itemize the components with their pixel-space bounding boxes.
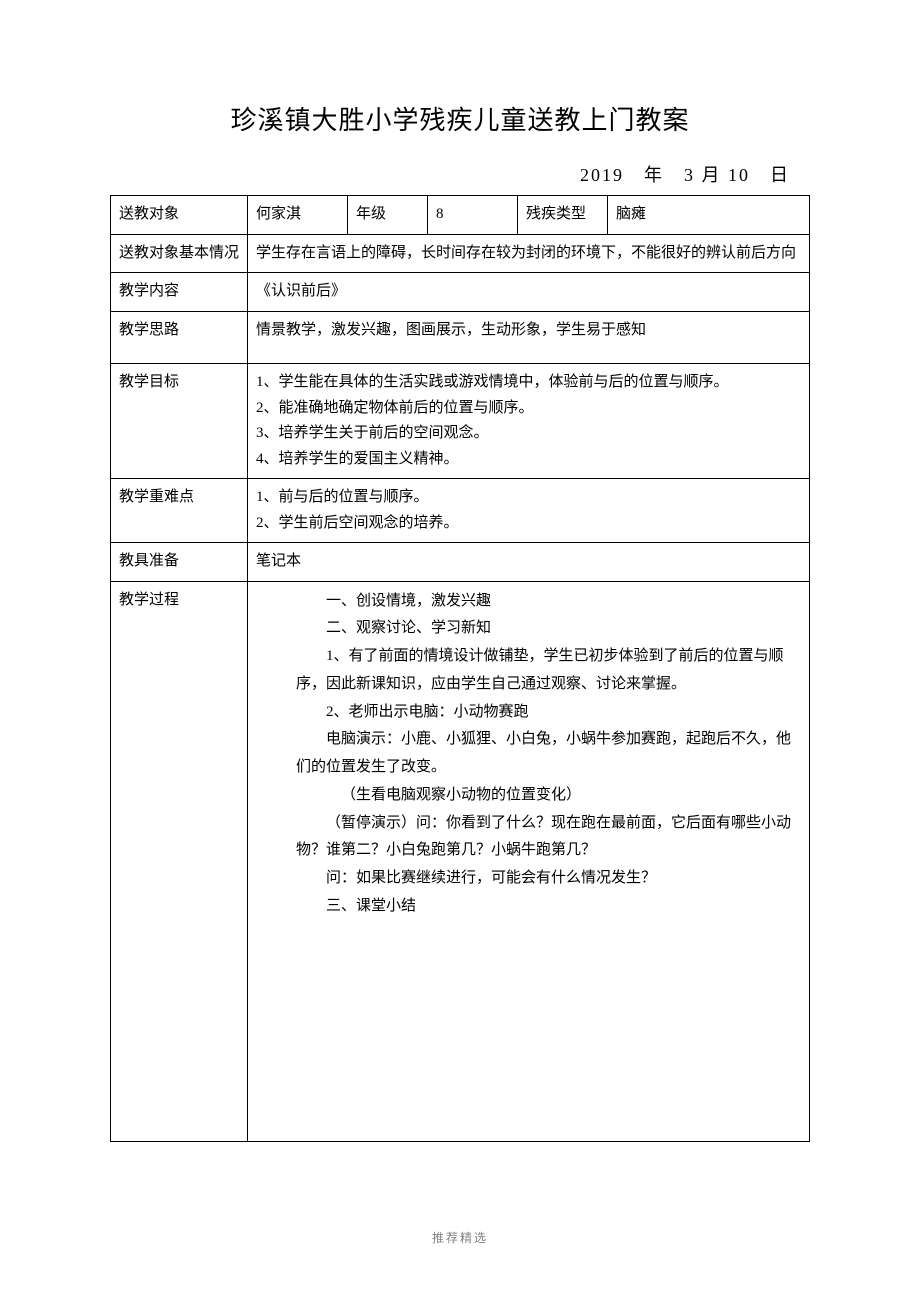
label-goal: 教学目标 — [111, 364, 248, 479]
process-line-5: 电脑演示：小鹿、小狐狸、小白兔，小蜗牛参加赛跑，起跑后不久，他们的位置发生了改变… — [296, 726, 801, 782]
process-line-4: 2、老师出示电脑：小动物赛跑 — [296, 699, 801, 727]
value-disability-type: 脑瘫 — [608, 196, 810, 235]
process-line-2: 二、观察讨论、学习新知 — [296, 615, 801, 643]
process-line-1: 一、创设情境，激发兴趣 — [296, 588, 801, 616]
value-basic-info: 学生存在言语上的障碍，长时间存在较为封闭的环境下，不能很好的辨认前后方向 — [248, 234, 810, 273]
goal-line-3: 3、培养学生关于前后的空间观念。 — [256, 421, 801, 447]
row-tools: 教具准备 笔记本 — [111, 543, 810, 582]
row-process: 教学过程 一、创设情境，激发兴趣 二、观察讨论、学习新知 1、有了前面的情境设计… — [111, 581, 810, 1141]
value-process: 一、创设情境，激发兴趣 二、观察讨论、学习新知 1、有了前面的情境设计做铺垫，学… — [248, 581, 810, 1141]
footer-text: 推荐精选 — [0, 1229, 920, 1246]
row-basic-info: 送教对象基本情况 学生存在言语上的障碍，长时间存在较为封闭的环境下，不能很好的辨… — [111, 234, 810, 273]
label-grade: 年级 — [348, 196, 428, 235]
goal-line-2: 2、能准确地确定物体前后的位置与顺序。 — [256, 396, 801, 422]
process-line-6: （生看电脑观察小动物的位置变化） — [296, 782, 801, 810]
value-grade: 8 — [428, 196, 518, 235]
label-subject: 送教对象 — [111, 196, 248, 235]
row-goal: 教学目标 1、学生能在具体的生活实践或游戏情境中，体验前与后的位置与顺序。 2、… — [111, 364, 810, 479]
lesson-plan-table: 送教对象 何家淇 年级 8 残疾类型 脑瘫 送教对象基本情况 学生存在言语上的障… — [110, 195, 810, 1142]
label-content: 教学内容 — [111, 273, 248, 312]
goal-line-1: 1、学生能在具体的生活实践或游戏情境中，体验前与后的位置与顺序。 — [256, 370, 801, 396]
keypoint-line-2: 2、学生前后空间观念的培养。 — [256, 511, 801, 537]
date-line: 2019 年 3 月 10 日 — [110, 161, 810, 187]
value-keypoint: 1、前与后的位置与顺序。 2、学生前后空间观念的培养。 — [248, 479, 810, 543]
label-process: 教学过程 — [111, 581, 248, 1141]
row-subject: 送教对象 何家淇 年级 8 残疾类型 脑瘫 — [111, 196, 810, 235]
label-keypoint: 教学重难点 — [111, 479, 248, 543]
page-title: 珍溪镇大胜小学残疾儿童送教上门教案 — [110, 100, 810, 137]
value-tools: 笔记本 — [248, 543, 810, 582]
label-basic-info: 送教对象基本情况 — [111, 234, 248, 273]
label-tools: 教具准备 — [111, 543, 248, 582]
goal-line-4: 4、培养学生的爱国主义精神。 — [256, 447, 801, 473]
row-content: 教学内容 《认识前后》 — [111, 273, 810, 312]
keypoint-line-1: 1、前与后的位置与顺序。 — [256, 485, 801, 511]
process-line-8: 问：如果比赛继续进行，可能会有什么情况发生？ — [296, 865, 801, 893]
process-line-9: 三、课堂小结 — [296, 893, 801, 921]
value-idea: 情景教学，激发兴趣，图画展示，生动形象，学生易于感知 — [248, 311, 810, 364]
value-name: 何家淇 — [248, 196, 348, 235]
label-disability-type: 残疾类型 — [518, 196, 608, 235]
row-idea: 教学思路 情景教学，激发兴趣，图画展示，生动形象，学生易于感知 — [111, 311, 810, 364]
value-content: 《认识前后》 — [248, 273, 810, 312]
value-goal: 1、学生能在具体的生活实践或游戏情境中，体验前与后的位置与顺序。 2、能准确地确… — [248, 364, 810, 479]
row-keypoint: 教学重难点 1、前与后的位置与顺序。 2、学生前后空间观念的培养。 — [111, 479, 810, 543]
process-line-3: 1、有了前面的情境设计做铺垫，学生已初步体验到了前后的位置与顺序，因此新课知识，… — [296, 643, 801, 699]
process-line-7: （暂停演示）问：你看到了什么？现在跑在最前面，它后面有哪些小动物？谁第二？小白兔… — [296, 810, 801, 866]
label-idea: 教学思路 — [111, 311, 248, 364]
